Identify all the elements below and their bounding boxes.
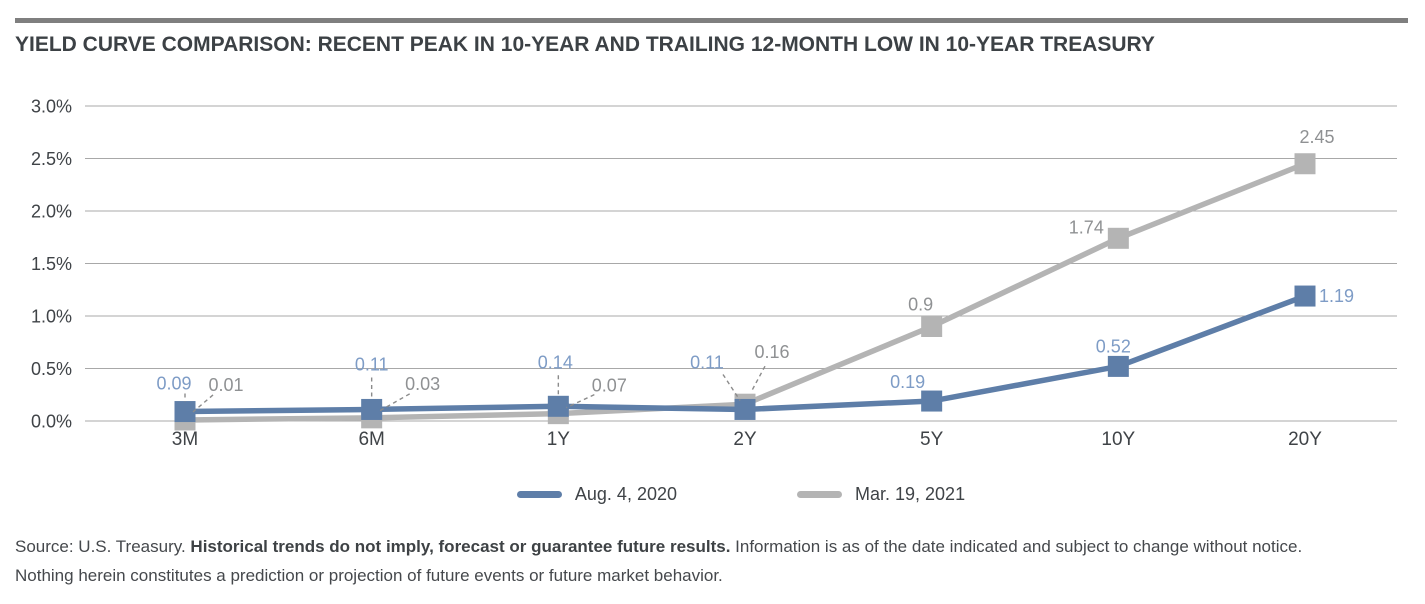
legend-item-mar-19-2021: Mar. 19, 2021 [797,484,965,505]
x-tick-label: 2Y [733,429,757,450]
data-point-marker [921,316,943,337]
x-tick-label: 5Y [920,429,944,450]
x-tick-label: 6M [358,429,384,450]
footnote-source: Source: U.S. Treasury. [15,537,191,556]
data-point-marker [547,395,569,417]
y-tick-label: 0.0% [31,412,72,432]
x-tick-label: 20Y [1288,429,1322,450]
data-label: 0.52 [1096,336,1131,356]
data-label: 0.03 [405,374,440,394]
label-leader-line [750,365,766,393]
data-label: 0.11 [690,352,724,372]
y-tick-label: 2.0% [31,202,72,222]
data-point-marker [361,398,383,420]
legend-label-mar-19-2021: Mar. 19, 2021 [855,483,966,504]
y-tick-label: 2.5% [31,149,72,169]
data-label: 1.19 [1319,286,1354,306]
x-tick-label: 3M [172,429,198,450]
data-label: 0.09 [156,374,191,394]
legend-item-aug-4-2020: Aug. 4, 2020 [516,483,677,505]
data-point-marker [1294,153,1316,175]
data-label: 0.16 [754,342,789,362]
x-tick-label: 10Y [1101,429,1135,450]
y-tick-label: 3.0% [31,97,72,117]
data-label: 0.14 [538,352,573,372]
data-point-marker [1107,227,1129,249]
yield-curve-chart: 3.0% 2.5% 2.0% 1.5% 1.0% 0.5% 0.0% 3M 6M 1Y 2Y 5Y 10… [31,97,1397,450]
data-label: 0.07 [592,376,627,396]
legend-swatch-blue-icon [516,490,562,498]
series-line [184,161,1307,423]
label-leader-line [379,393,411,412]
chart-title: YIELD CURVE COMPARISON: RECENT PEAK IN 1… [15,33,1155,56]
footnote-disclaimer-bold: Historical trends do not imply, forecast… [190,537,731,556]
footnote: Source: U.S. Treasury. Historical trends… [15,532,1417,590]
footnote-info: Information is as of the date indicated … [730,537,1303,556]
x-tick-label: 1Y [547,429,571,450]
y-tick-label: 1.0% [31,307,72,327]
data-label: 0.9 [908,295,933,315]
data-point-marker [1294,285,1316,307]
footnote-line2: Nothing herein constitutes a prediction … [15,566,723,585]
legend-label-aug-4-2020: Aug. 4, 2020 [574,483,677,504]
data-label: 0.19 [890,372,925,392]
label-leader-line [566,394,595,409]
y-tick-label: 1.5% [31,254,72,274]
data-point-marker [921,390,943,412]
data-point-marker [734,398,756,420]
data-label: 1.74 [1069,217,1104,237]
y-tick-label: 0.5% [31,359,72,379]
data-label: 2.45 [1299,127,1334,147]
chart-legend: Aug. 4, 2020 Mar. 19, 2021 [85,482,1397,506]
top-divider [15,18,1408,23]
data-label: 0.11 [355,354,389,374]
legend-swatch-gray-icon [797,490,842,498]
data-point-marker [174,401,196,423]
data-point-marker [1107,355,1129,377]
label-leader-line [722,374,741,401]
data-label: 0.01 [208,375,243,395]
